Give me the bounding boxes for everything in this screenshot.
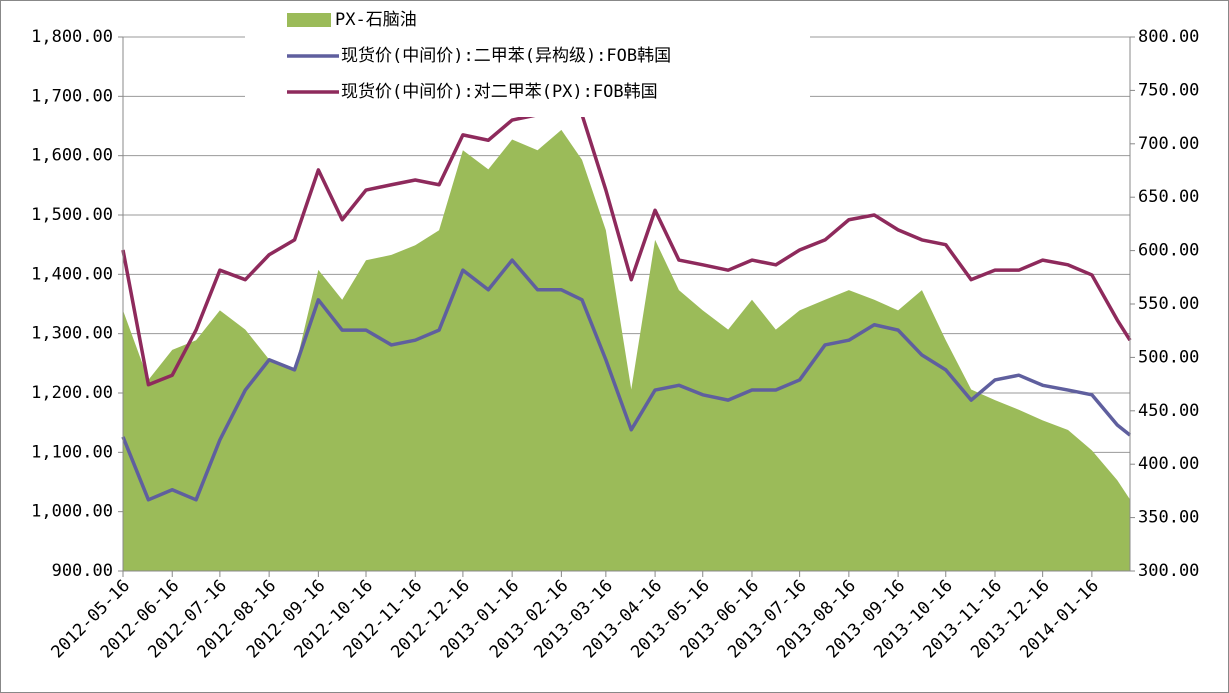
y2-tick-label: 400.00 [1138,454,1199,474]
y2-tick-label: 600.00 [1138,241,1199,261]
legend-label: PX-石脑油 [335,10,417,30]
y-tick-label: 1,500.00 [31,205,113,225]
y-tick-label: 900.00 [52,561,113,581]
line [121,108,1132,387]
legend-swatch [287,13,331,27]
line [121,258,1132,502]
y-tick-label: 1,800.00 [31,27,113,47]
y-tick-label: 1,700.00 [31,86,113,106]
y2-tick-label: 800.00 [1138,27,1199,47]
y-tick-label: 1,000.00 [31,502,113,522]
y2-tick-label: 750.00 [1138,80,1199,100]
y2-tick-label: 500.00 [1138,347,1199,367]
y-tick-label: 1,200.00 [31,383,113,403]
y2-tick-label: 300.00 [1138,561,1199,581]
y2-tick-label: 700.00 [1138,134,1199,154]
area [123,129,1130,571]
y2-tick-label: 550.00 [1138,294,1199,314]
y2-tick-label: 450.00 [1138,401,1199,421]
y-tick-label: 1,100.00 [31,442,113,462]
y-tick-label: 1,400.00 [31,264,113,284]
y-tick-label: 1,600.00 [31,146,113,166]
legend-label: 现货价(中间价):对二甲苯(PX):FOB韩国 [341,82,658,102]
legend-label: 现货价(中间价):二甲苯(异构级):FOB韩国 [341,46,671,66]
y2-tick-label: 350.00 [1138,508,1199,528]
y-tick-label: 1,300.00 [31,324,113,344]
y2-tick-label: 650.00 [1138,187,1199,207]
legend-box [245,5,810,117]
